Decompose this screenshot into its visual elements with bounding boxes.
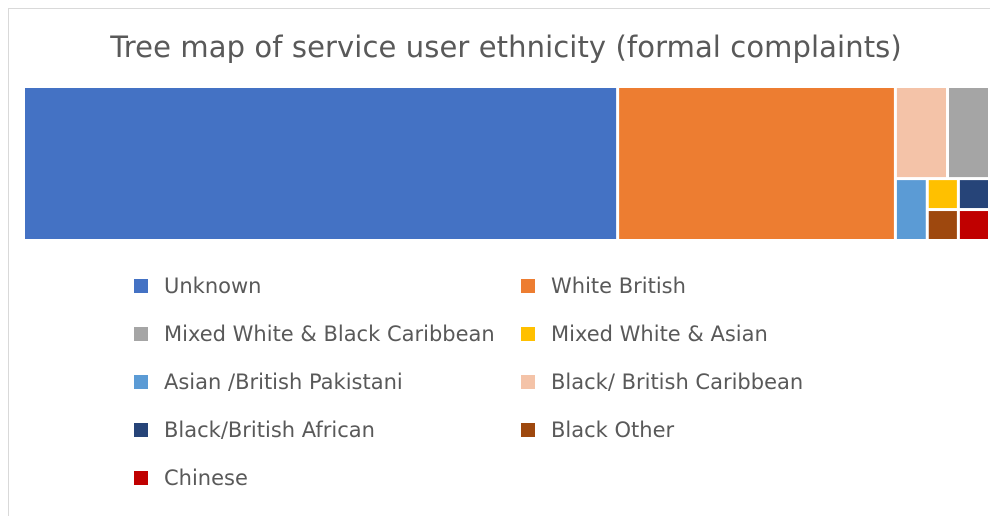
legend-item: Black Other [521, 416, 674, 444]
chart-frame [8, 8, 990, 516]
legend-swatch [521, 327, 535, 341]
black-other-tile [928, 211, 957, 239]
legend-swatch [134, 327, 148, 341]
legend-label: Chinese [164, 466, 248, 490]
legend-swatch [134, 423, 148, 437]
legend-swatch [521, 423, 535, 437]
legend-item: Mixed White & Asian [521, 320, 768, 348]
legend-label: Black/ British Caribbean [551, 370, 804, 394]
legend-label: White British [551, 274, 686, 298]
asian-british-pakistani-tile [896, 180, 926, 239]
legend-swatch [134, 279, 148, 293]
black-british-caribbean-tile [896, 88, 947, 178]
legend-label: Black Other [551, 418, 675, 442]
legend-label: Unknown [164, 274, 262, 298]
legend-item: Mixed White & Black Caribbean [134, 320, 495, 348]
legend-label: Mixed White & Asian [551, 322, 768, 346]
legend-label: Black/British African [164, 418, 375, 442]
legend-item: Asian /British Pakistani [134, 368, 403, 396]
legend-label: Asian /British Pakistani [164, 370, 403, 394]
legend-swatch [521, 375, 535, 389]
mixed-white-black-caribbean-tile [949, 88, 988, 178]
legend-item: Chinese [134, 464, 248, 492]
legend-item: Unknown [134, 272, 261, 300]
legend-label: Mixed White & Black Caribbean [164, 322, 495, 346]
mixed-white-asian-tile [928, 180, 957, 209]
legend-swatch [134, 471, 148, 485]
chart-title: Tree map of service user ethnicity (form… [110, 30, 902, 64]
white-british-tile [619, 88, 894, 239]
legend-swatch [521, 279, 535, 293]
legend-item: Black/ British Caribbean [521, 368, 803, 396]
legend-item: Black/British African [134, 416, 375, 444]
legend-swatch [134, 375, 148, 389]
unknown-tile [25, 88, 617, 239]
black-british-african-tile [959, 180, 988, 209]
chinese-tile [959, 211, 988, 239]
legend-item: White British [521, 272, 686, 300]
